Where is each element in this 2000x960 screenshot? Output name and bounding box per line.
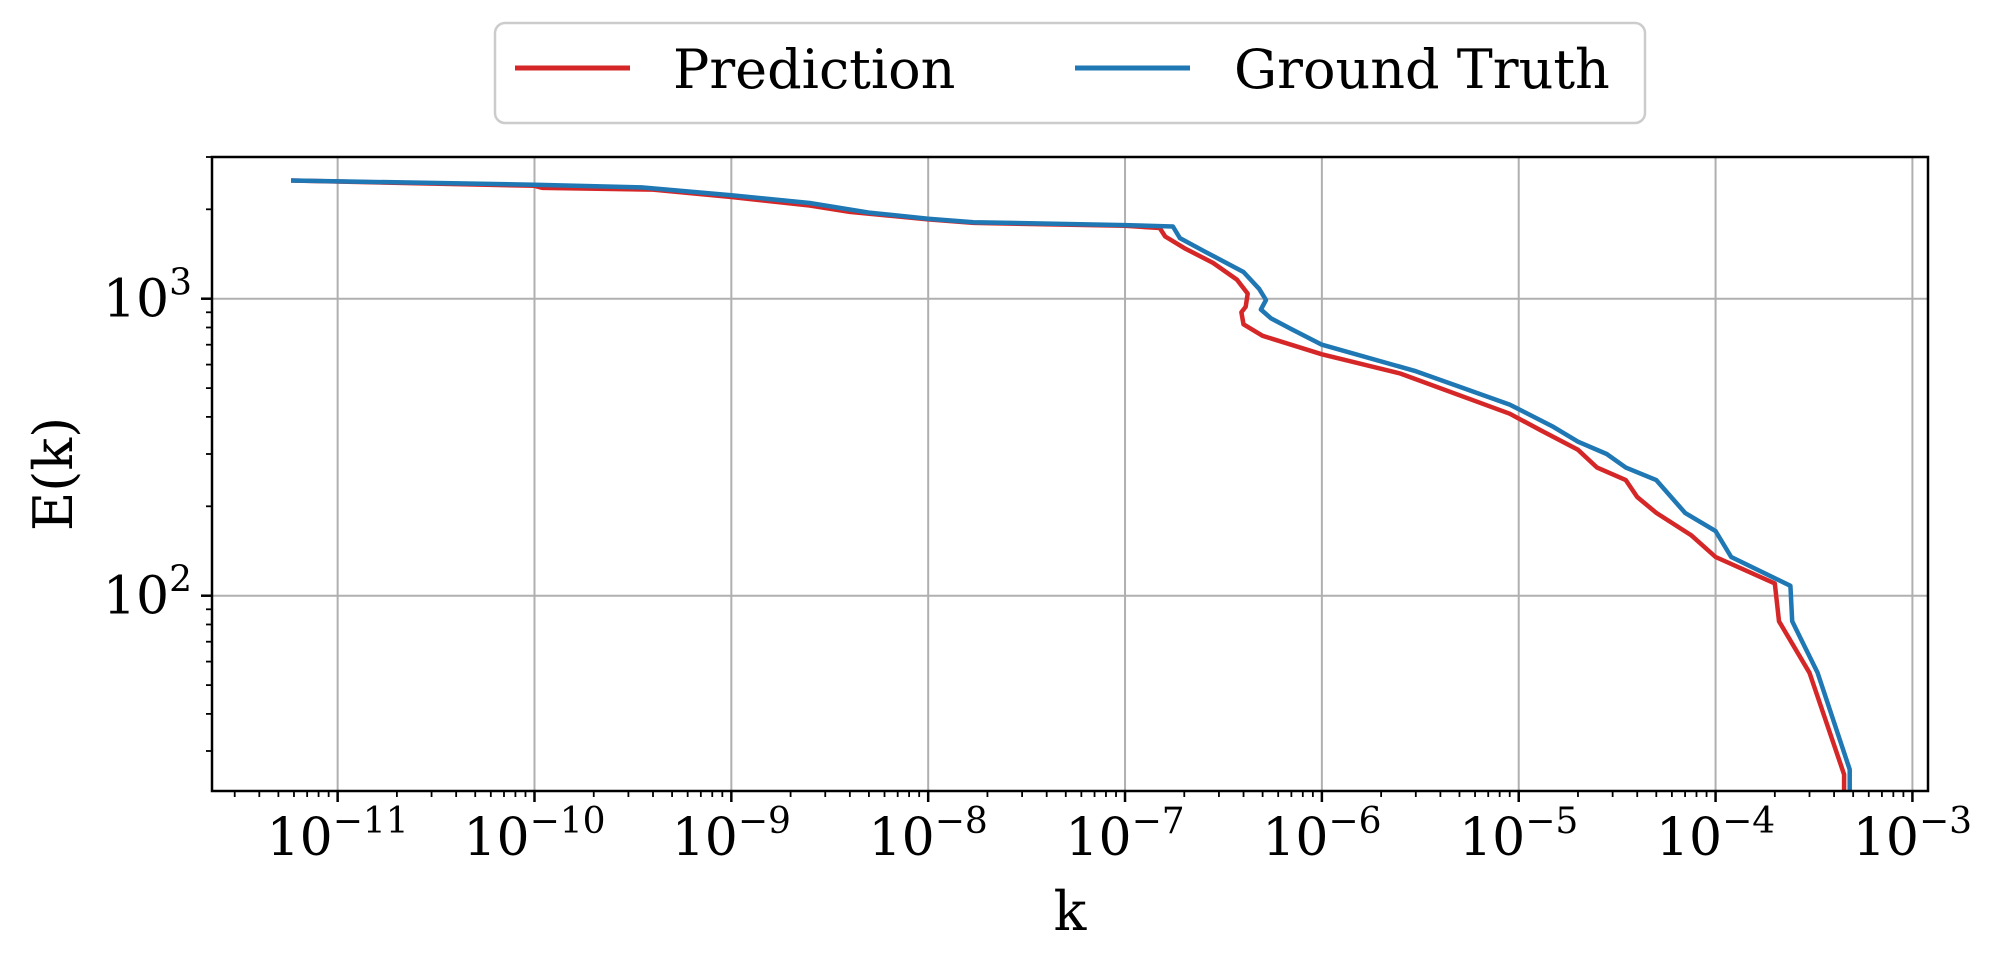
plot-frame	[210, 155, 1930, 793]
x-tick-label: 10−6	[1262, 801, 1381, 868]
x-tick-label: 10−4	[1656, 801, 1775, 868]
legend-label-ground-truth: Ground Truth	[1234, 38, 1610, 101]
x-axis-label: k	[1054, 880, 1088, 943]
tick-layer: 10−11 10−10 10−9 10−8 10−7 10−6 10−5 10−4 10−3 10…	[103, 263, 1972, 868]
legend-label-prediction: Prediction	[673, 38, 955, 101]
y-tick-label: 103	[103, 263, 192, 330]
x-tick-label: 10−8	[869, 801, 988, 868]
series-layer	[291, 178, 1852, 791]
x-tick-label: 10−7	[1065, 801, 1184, 868]
x-tick-label: 10−11	[267, 801, 409, 868]
legend: Prediction Ground Truth	[493, 21, 1647, 125]
legend-frame	[493, 21, 1647, 125]
x-tick-label: 10−3	[1853, 801, 1972, 868]
y-axis-label: E(k)	[22, 417, 85, 531]
series-line-ground-truth	[291, 178, 1852, 791]
x-tick-label: 10−9	[672, 801, 791, 868]
series-line-prediction	[291, 178, 1847, 791]
x-tick-label: 10−10	[463, 801, 605, 868]
y-tick-label: 102	[103, 560, 192, 627]
grid-layer	[212, 157, 1928, 791]
x-tick-label: 10−5	[1459, 801, 1578, 868]
